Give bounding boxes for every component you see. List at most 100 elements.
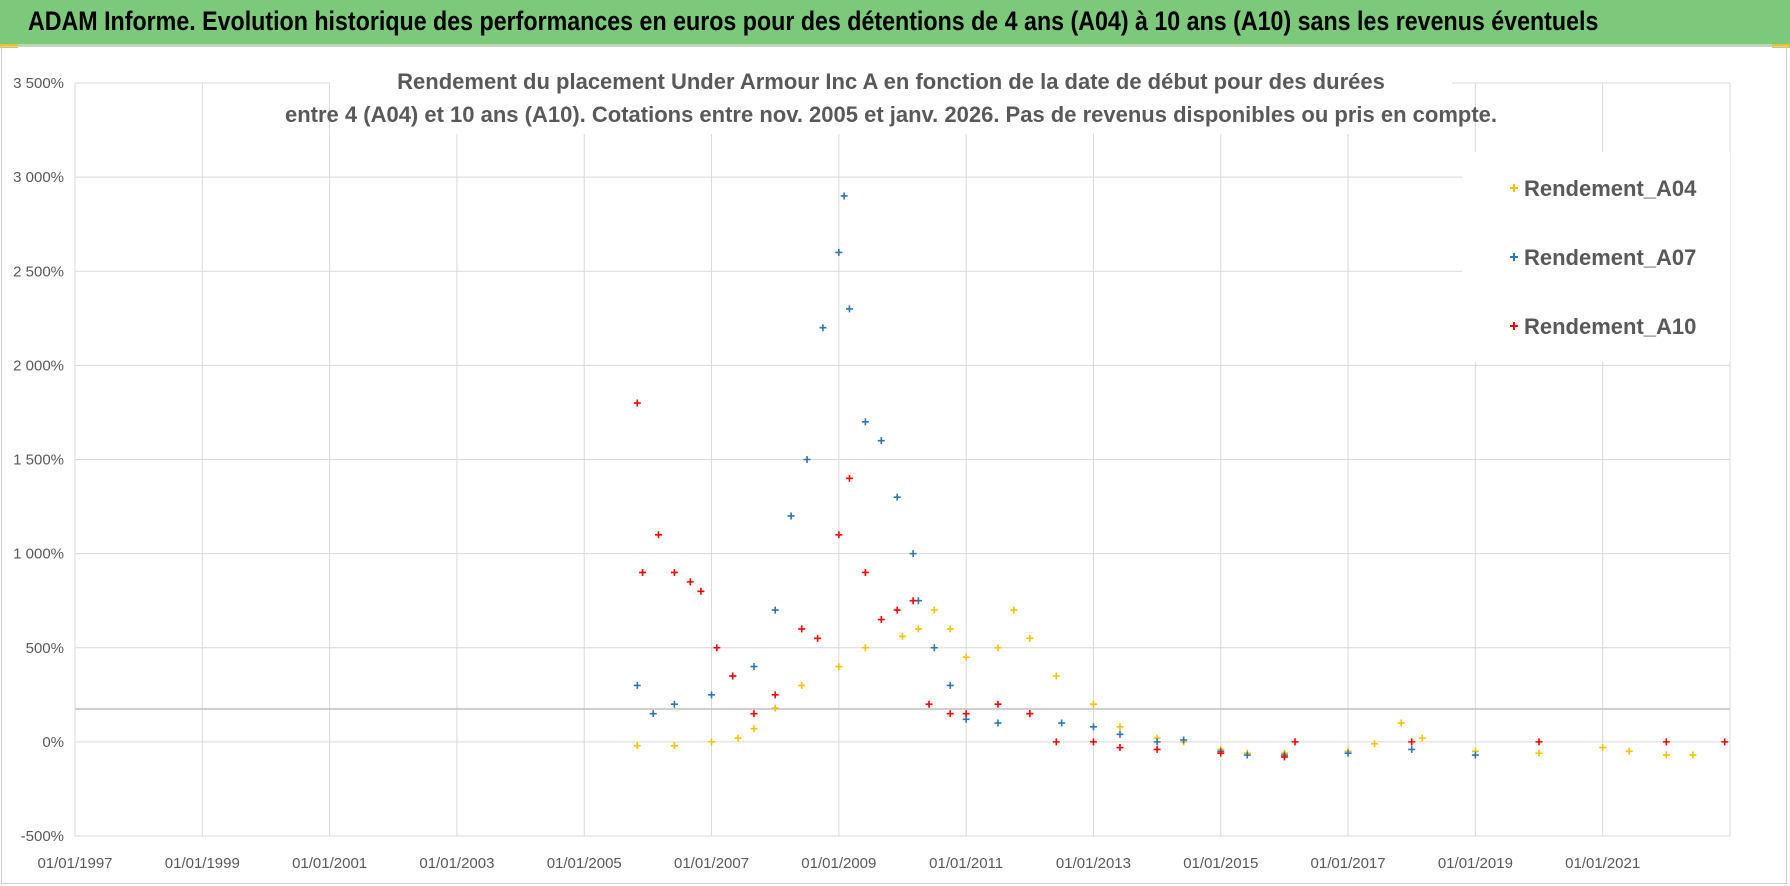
legend-box <box>1462 152 1730 362</box>
data-point: Rendement_A04 10/2011: 700% <box>1010 606 1018 614</box>
data-point: Rendement_A04 06/2007: 20% <box>734 734 742 742</box>
data-point: Rendement_A04 01/2022: -70% <box>1662 751 1670 759</box>
data-point: Rendement_A07 01/2014: 0% <box>1153 738 1161 746</box>
data-point: Rendement_A04 06/2008: 300% <box>798 681 806 689</box>
data-point: Rendement_A04 01/2010: 560% <box>899 632 906 640</box>
data-point: Rendement_A04 07/2011: 500% <box>994 644 1002 652</box>
data-point: Rendement_A10 06/2006: 900% <box>670 568 678 576</box>
data-point: Rendement_A10 06/2008: 600% <box>798 625 806 633</box>
data-point: Rendement_A10 10/2010: 150% <box>946 710 954 718</box>
data-point: Rendement_A10 09/2008: 550% <box>814 634 822 642</box>
data-point: Rendement_A10 09/2007: 150% <box>750 710 758 718</box>
legend-marker <box>1510 253 1518 261</box>
series-rendement-a04: Rendement_A04 11/2005: -20% Rendement_A04… <box>633 606 1697 759</box>
legend-label: Rendement_A07 <box>1524 245 1696 270</box>
legend-marker <box>1510 322 1518 330</box>
data-point: Rendement_A10 12/2022: 0% <box>1721 738 1729 746</box>
data-point: Rendement_A04 01/2012: 550% <box>1026 634 1034 642</box>
x-tick-label: 01/01/2009 <box>801 855 876 872</box>
data-point: Rendement_A07 07/2012: 100% <box>1058 719 1066 727</box>
data-point: Rendement_A07 01/2008: 700% <box>771 606 779 614</box>
data-point: Rendement_A07 01/2007: 250% <box>708 691 716 699</box>
data-point: Rendement_A07 06/2015: -70% <box>1243 751 1251 759</box>
data-point: Rendement_A10 06/2009: 900% <box>861 568 869 576</box>
data-point: Rendement_A04 04/2010: 600% <box>914 625 922 633</box>
x-tick-label: 01/01/2017 <box>1311 855 1386 872</box>
data-point: Rendement_A07 01/2019: -70% <box>1471 751 1479 759</box>
data-point: Rendement_A04 06/2017: -10% <box>1371 740 1379 748</box>
data-point: Rendement_A07 10/2010: 300% <box>946 681 954 689</box>
legend-item-rendement-a04: Rendement_A04 <box>1510 176 1697 201</box>
data-point: Rendement_A10 11/2005: 1800% <box>633 399 641 407</box>
data-point: Rendement_A04 01/2021: -30% <box>1599 744 1607 752</box>
data-point: Rendement_A07 12/2009: 1300% <box>893 493 901 501</box>
x-tick-label: 01/01/2021 <box>1565 855 1640 872</box>
data-point: Rendement_A10 01/2014: -40% <box>1153 745 1161 753</box>
y-tick-label: 3 500% <box>13 75 64 92</box>
data-point: Rendement_A10 05/2007: 350% <box>729 672 737 680</box>
data-point: Rendement_A04 06/2012: 350% <box>1052 672 1060 680</box>
legend: Rendement_A04 Rendement_A07 Rendement_A10 <box>1510 176 1697 339</box>
y-tick-label: 1 500% <box>13 452 64 469</box>
chart-gridlines <box>74 82 1731 837</box>
data-point: Rendement_A10 01/2020: 0% <box>1535 738 1543 746</box>
data-point: Rendement_A04 06/2006: -20% <box>670 742 678 750</box>
data-point: Rendement_A07 10/2008: 2200% <box>819 324 827 332</box>
data-point: Rendement_A10 01/2013: 0% <box>1089 738 1097 746</box>
data-point: Rendement_A10 06/2013: -30% <box>1116 744 1124 752</box>
y-tick-label: 3 000% <box>13 169 64 186</box>
data-point: Rendement_A10 03/2006: 1100% <box>654 531 662 539</box>
data-point: Rendement_A04 06/2009: 500% <box>861 644 869 652</box>
x-tick-label: 01/01/2005 <box>547 855 622 872</box>
data-point: Rendement_A07 06/2013: 40% <box>1116 730 1124 738</box>
title-background <box>330 66 1452 134</box>
data-point: Rendement_A07 02/2006: 150% <box>649 710 657 718</box>
data-point: Rendement_A04 06/2013: 80% <box>1116 723 1124 731</box>
data-point: Rendement_A07 07/2010: 500% <box>930 644 938 652</box>
chart-title-line-2: entre 4 (A04) et 10 ans (A10). Cotations… <box>285 102 1497 127</box>
data-point: Rendement_A10 12/2009: 700% <box>893 606 901 614</box>
data-point: Rendement_A04 01/2007: 0% <box>708 738 716 746</box>
y-tick-label: -500% <box>21 828 64 845</box>
chart-title-line-1: Rendement du placement Under Armour Inc … <box>397 69 1385 94</box>
data-point: Rendement_A04 01/2020: -60% <box>1535 749 1543 757</box>
data-point: Rendement_A10 01/2018: 0% <box>1408 738 1416 746</box>
legend-label: Rendement_A04 <box>1524 176 1697 201</box>
data-point: Rendement_A04 10/2010: 600% <box>946 625 954 633</box>
x-tick-label: 01/01/1997 <box>37 855 112 872</box>
data-point: Rendement_A10 06/2010: 200% <box>925 700 933 708</box>
x-tick-label: 01/01/2011 <box>929 855 1003 872</box>
y-tick-label: 2 000% <box>13 357 64 374</box>
x-axis-tick-labels: 01/01/1997 01/01/1999 01/01/2001 01/01/2003… <box>37 855 1640 872</box>
x-tick-label: 01/01/2007 <box>674 855 749 872</box>
data-point: Rendement_A04 01/2008: 180% <box>771 704 779 712</box>
legend-item-rendement-a07: Rendement_A07 <box>1510 245 1696 270</box>
data-point: Rendement_A10 03/2016: 0% <box>1291 738 1299 746</box>
y-axis-tick-labels: -500% 0% 500% 1 000% 1 500% 2 000% 2 500% 3 000… <box>13 75 64 845</box>
data-point: Rendement_A07 06/2006: 200% <box>670 700 678 708</box>
y-tick-label: 0% <box>42 734 64 751</box>
data-point: Rendement_A04 09/2007: 70% <box>750 725 758 733</box>
data-point: Rendement_A07 01/2013: 80% <box>1089 723 1097 731</box>
data-point: Rendement_A07 01/2017: -60% <box>1344 749 1352 757</box>
data-point: Rendement_A07 02/2009: 2900% <box>840 192 848 200</box>
data-point: Rendement_A10 03/2010: 750% <box>909 597 917 605</box>
data-point: Rendement_A10 01/2022: 0% <box>1662 738 1670 746</box>
y-tick-label: 2 500% <box>13 263 64 280</box>
y-tick-label: 1 000% <box>13 546 64 563</box>
data-point: Rendement_A10 01/2009: 1100% <box>835 531 843 539</box>
data-point: Rendement_A07 01/2009: 2600% <box>835 248 843 256</box>
data-point: Rendement_A10 12/2005: 900% <box>639 568 647 576</box>
data-point: Rendement_A07 03/2009: 2300% <box>845 305 853 313</box>
data-point: Rendement_A10 01/2011: 150% <box>962 710 970 718</box>
data-point: Rendement_A07 04/2008: 1200% <box>787 512 795 520</box>
banner-title: ADAM Informe. Evolution historique des p… <box>28 6 1599 36</box>
data-point: Rendement_A10 11/2006: 800% <box>697 587 705 595</box>
data-point: Rendement_A10 01/2016: -80% <box>1280 753 1288 761</box>
data-point: Rendement_A10 01/2015: -60% <box>1217 749 1225 757</box>
data-point: Rendement_A04 11/2017: 100% <box>1397 719 1405 727</box>
data-point: Rendement_A04 06/2021: -50% <box>1625 747 1633 755</box>
y-tick-label: 500% <box>26 640 64 657</box>
data-point: Rendement_A04 06/2022: -70% <box>1689 751 1697 759</box>
